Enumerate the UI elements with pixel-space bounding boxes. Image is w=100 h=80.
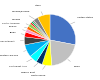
Text: Middle East: Middle East bbox=[21, 63, 38, 73]
Wedge shape bbox=[31, 21, 50, 40]
Wedge shape bbox=[26, 29, 50, 40]
Wedge shape bbox=[50, 14, 76, 45]
Text: Taiwan: Taiwan bbox=[9, 26, 25, 31]
Wedge shape bbox=[42, 40, 52, 66]
Text: Western Europe: Western Europe bbox=[0, 51, 26, 56]
Wedge shape bbox=[24, 37, 50, 45]
Wedge shape bbox=[32, 20, 50, 40]
Text: South America: South America bbox=[2, 22, 27, 28]
Wedge shape bbox=[38, 14, 50, 40]
Text: North Korea: North Korea bbox=[31, 66, 46, 76]
Wedge shape bbox=[27, 26, 50, 40]
Text: Japan: Japan bbox=[9, 32, 24, 34]
Text: Southeast Asia: Southeast Asia bbox=[9, 59, 32, 67]
Text: Canada: Canada bbox=[12, 19, 28, 25]
Wedge shape bbox=[28, 24, 50, 40]
Wedge shape bbox=[25, 40, 50, 56]
Text: United States: United States bbox=[71, 17, 93, 24]
Wedge shape bbox=[50, 40, 75, 66]
Text: China: China bbox=[68, 59, 80, 67]
Wedge shape bbox=[30, 22, 50, 40]
Wedge shape bbox=[36, 40, 50, 64]
Wedge shape bbox=[30, 40, 50, 62]
Text: Other: Other bbox=[34, 5, 43, 15]
Wedge shape bbox=[34, 18, 50, 40]
Text: Indian subcontinent: Indian subcontinent bbox=[0, 40, 24, 42]
Wedge shape bbox=[25, 32, 50, 40]
Text: Canada/Europe: Canada/Europe bbox=[12, 10, 34, 19]
